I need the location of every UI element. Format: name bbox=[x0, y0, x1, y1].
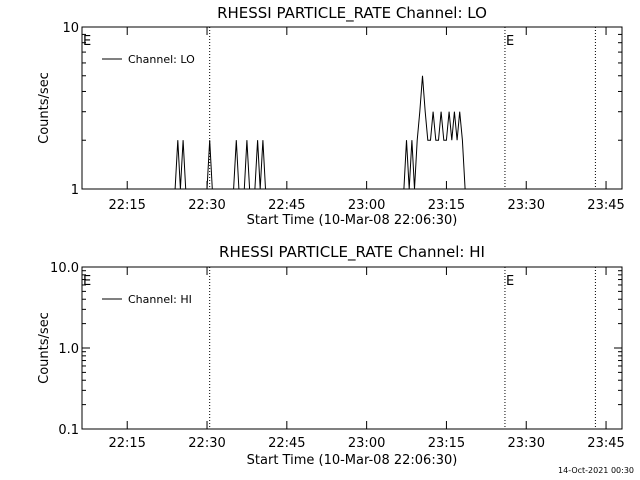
chart1-x-tick-label: 22:15 bbox=[108, 198, 145, 213]
chart1-marker-label: E bbox=[506, 34, 514, 49]
chart2-x-tick-label: 22:45 bbox=[268, 436, 305, 451]
chart2-x-tick-label: 23:15 bbox=[428, 436, 465, 451]
chart2-x-tick-label: 23:45 bbox=[587, 436, 624, 451]
chart2-x-tick-label: 22:15 bbox=[108, 436, 145, 451]
chart2-x-tick-label: 22:30 bbox=[188, 436, 225, 451]
chart1-x-tick-label: 23:30 bbox=[508, 198, 545, 213]
chart2-plot-frame bbox=[81, 266, 623, 430]
chart1-y-tick-label: 10 bbox=[62, 21, 79, 36]
chart1-plot-frame bbox=[81, 26, 623, 190]
chart2-y-tick-label: 1.0 bbox=[58, 342, 79, 357]
chart2-y-tick-label: 0.1 bbox=[58, 423, 79, 438]
chart2-y-tick-label: 10.0 bbox=[50, 261, 79, 276]
chart2-y-axis-label: Counts/sec bbox=[37, 312, 52, 384]
chart2-legend-label: Channel: HI bbox=[128, 293, 192, 306]
footer-timestamp: 14-Oct-2021 00:30 bbox=[558, 466, 634, 475]
chart2-marker-label: E bbox=[83, 274, 91, 289]
chart2-x-tick-label: 23:00 bbox=[348, 436, 385, 451]
chart1-series-line bbox=[82, 75, 622, 190]
chart1-x-axis-label: Start Time (10-Mar-08 22:06:30) bbox=[247, 213, 458, 228]
chart1-x-tick-label: 23:45 bbox=[587, 198, 624, 213]
chart2-x-axis-label: Start Time (10-Mar-08 22:06:30) bbox=[247, 453, 458, 468]
chart2-title: RHESSI PARTICLE_RATE Channel: HI bbox=[219, 243, 485, 262]
chart1-y-tick-label: 1 bbox=[71, 183, 79, 198]
chart2-x-tick-label: 23:30 bbox=[508, 436, 545, 451]
chart1-x-tick-label: 22:45 bbox=[268, 198, 305, 213]
chart2-marker-label: E bbox=[506, 274, 514, 289]
chart1-legend-label: Channel: LO bbox=[128, 53, 195, 66]
chart1-title: RHESSI PARTICLE_RATE Channel: LO bbox=[217, 4, 487, 23]
chart1-x-tick-label: 23:00 bbox=[348, 198, 385, 213]
chart1-y-axis-label: Counts/sec bbox=[37, 72, 52, 144]
chart1-x-tick-label: 23:15 bbox=[428, 198, 465, 213]
chart1-marker-label: E bbox=[83, 34, 91, 49]
chart1-x-tick-label: 22:30 bbox=[188, 198, 225, 213]
